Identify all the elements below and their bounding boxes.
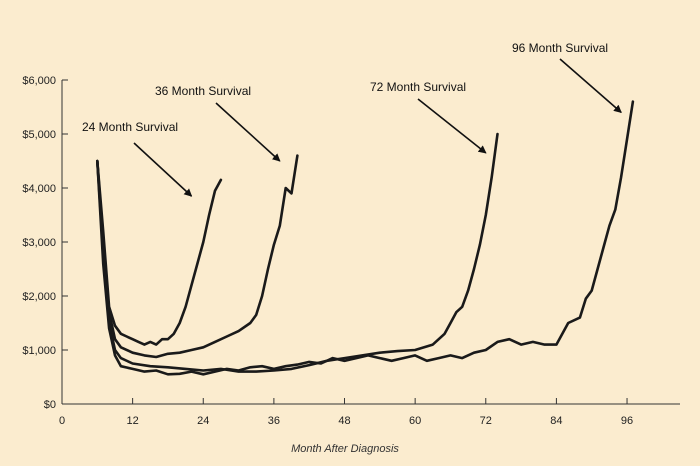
annotation-arrow xyxy=(559,58,622,114)
x-tick-label: 36 xyxy=(268,415,280,427)
annotation-label: 36 Month Survival xyxy=(155,84,251,98)
x-tick-label: 24 xyxy=(197,415,209,427)
series-line-72-month-survival xyxy=(96,132,499,373)
y-tick-label: $4,000 xyxy=(22,183,56,195)
annotation-arrow xyxy=(133,142,193,197)
x-tick-label: 48 xyxy=(338,415,350,427)
y-tick-label: $5,000 xyxy=(22,129,56,141)
annotations: 24 Month Survival 36 Month Survival 72 Mon… xyxy=(82,41,622,197)
y-tick-label: $0 xyxy=(44,399,56,411)
annotation-label: 72 Month Survival xyxy=(370,80,466,94)
annotation-label: 96 Month Survival xyxy=(512,41,608,55)
x-tick-label: 84 xyxy=(550,415,562,427)
y-tick-label: $3,000 xyxy=(22,237,56,249)
annotation-arrow xyxy=(417,98,487,154)
series-group xyxy=(96,100,635,376)
x-tick-label: 12 xyxy=(127,415,139,427)
annotation-arrow xyxy=(215,102,281,162)
series-line-96-month-survival xyxy=(96,100,635,376)
x-tick-label: 0 xyxy=(59,415,65,427)
annotation-label: 24 Month Survival xyxy=(82,120,178,134)
series-line-36-month-survival xyxy=(96,154,299,359)
y-tick-label: $1,000 xyxy=(22,345,56,357)
x-tick-label: 72 xyxy=(480,415,492,427)
y-tick-label: $2,000 xyxy=(22,291,56,303)
axes: $0 $1,000 $2,000 $3,000 $4,000 $5,000 $6,000 0 1… xyxy=(22,75,680,427)
x-tick-label: 60 xyxy=(409,415,421,427)
x-tick-label: 96 xyxy=(621,415,633,427)
y-tick-label: $6,000 xyxy=(22,75,56,87)
series-line-24-month-survival xyxy=(96,159,223,346)
x-axis-label: Month After Diagnosis xyxy=(291,443,399,455)
